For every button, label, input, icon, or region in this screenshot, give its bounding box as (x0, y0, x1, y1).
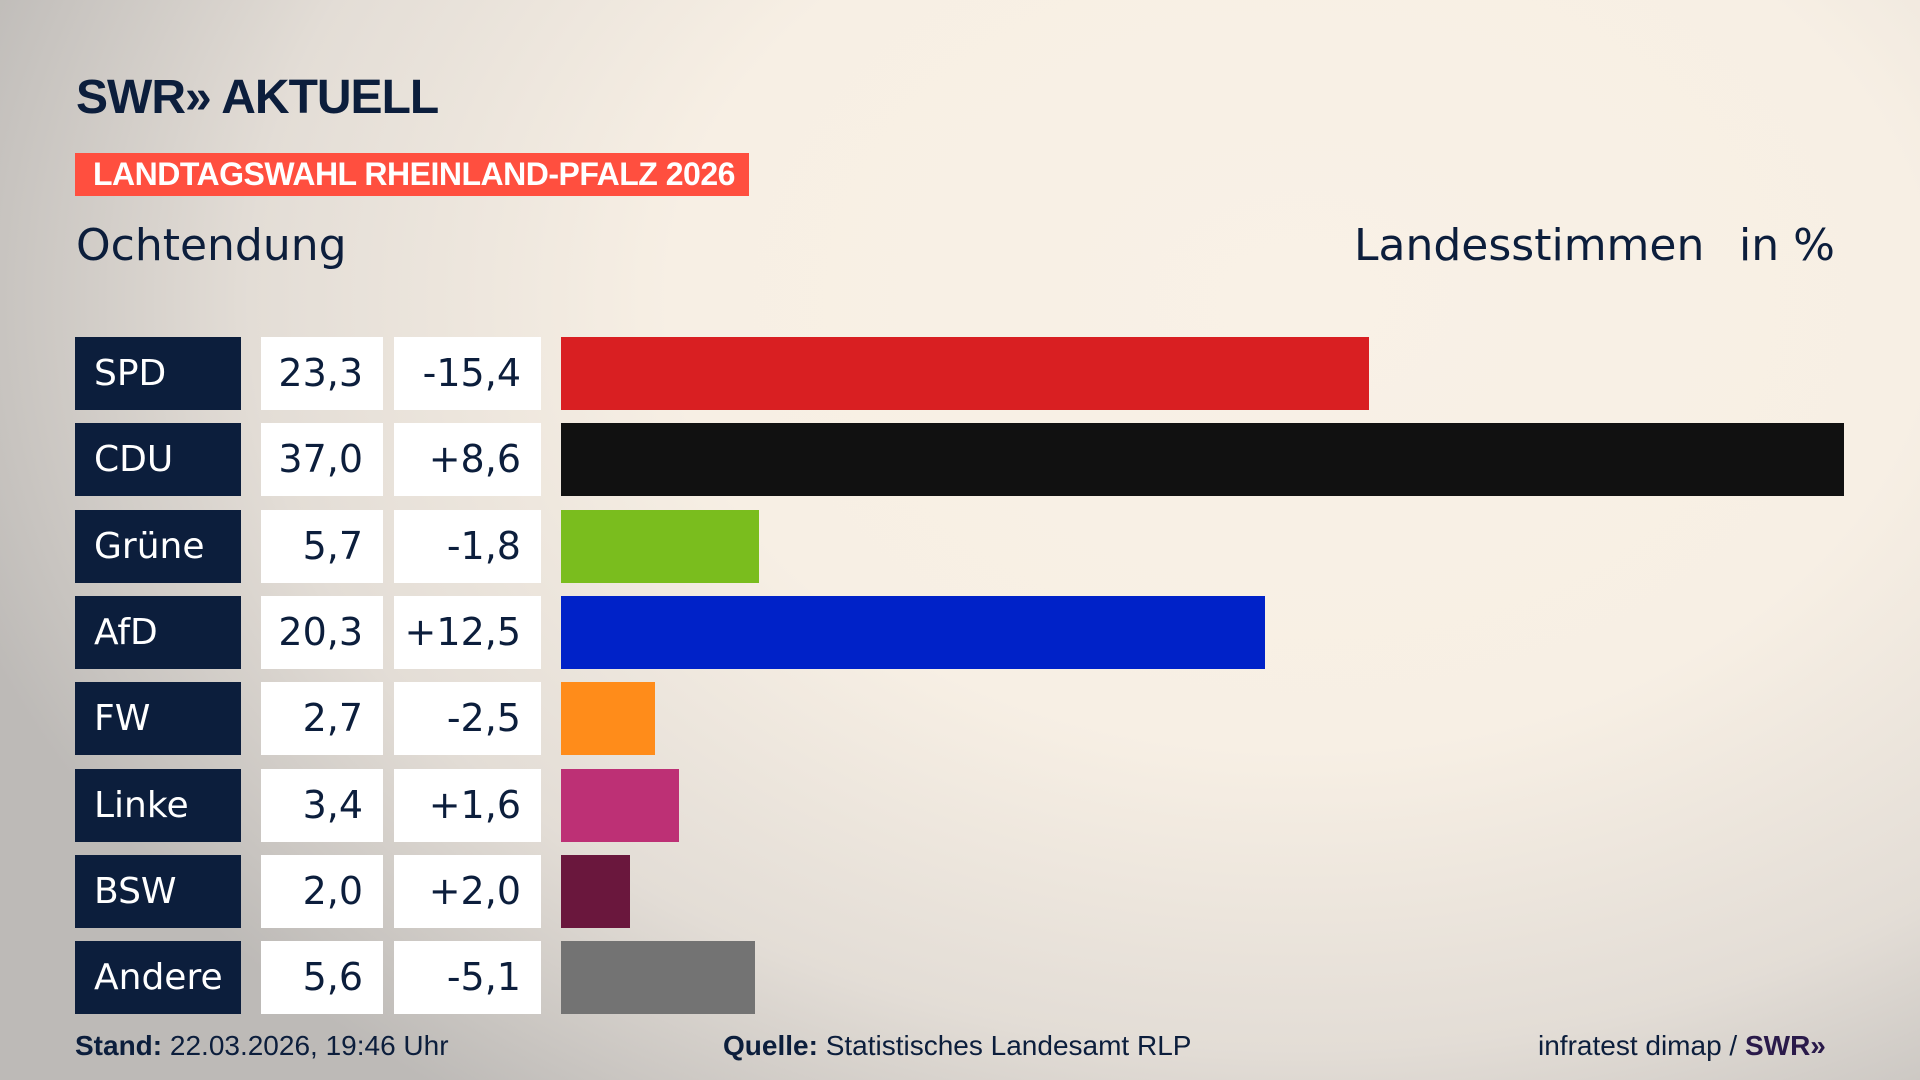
vote-change: +12,5 (394, 595, 541, 669)
bar (561, 941, 756, 1015)
bar (561, 423, 1844, 497)
party-label: Grüne (75, 509, 241, 583)
vote-type-label: Landesstimmen (1354, 220, 1705, 271)
vote-share: 2,7 (261, 682, 383, 756)
party-label: SPD (75, 337, 241, 410)
vote-share: 20,3 (261, 595, 383, 669)
stand-label: Stand: (75, 1030, 163, 1061)
vote-change: -2,5 (394, 682, 541, 756)
vote-share: 37,0 (261, 423, 383, 497)
bar (561, 854, 631, 928)
vote-share: 3,4 (261, 768, 383, 842)
source-value: Statistisches Landesamt RLP (825, 1030, 1192, 1061)
result-row: SPD 23,3 -15,4 (0, 337, 1920, 410)
vote-share: 23,3 (261, 337, 383, 410)
party-label: FW (75, 682, 241, 756)
result-row: Andere 5,6 -5,1 (0, 941, 1920, 1015)
result-row: AfD 20,3 +12,5 (0, 595, 1920, 669)
result-row: CDU 37,0 +8,6 (0, 423, 1920, 497)
swr-logo: SWR» (1744, 1030, 1826, 1061)
party-label: Linke (75, 768, 241, 842)
result-row: Grüne 5,7 -1,8 (0, 509, 1920, 583)
unit-label: in % (1739, 220, 1835, 271)
bar (561, 595, 1265, 669)
credit-text: infratest dimap / (1538, 1030, 1738, 1061)
stand-value: 22.03.2026, 19:46 Uhr (169, 1030, 449, 1061)
vote-change: +1,6 (394, 768, 541, 842)
result-row: FW 2,7 -2,5 (0, 682, 1920, 756)
election-banner: LANDTAGSWAHL RHEINLAND-PFALZ 2026 (75, 153, 749, 196)
vote-change: -5,1 (394, 941, 541, 1015)
bar (561, 768, 679, 842)
bar (561, 509, 759, 583)
swr-aktuell-logo: SWR» AKTUELL (76, 71, 439, 124)
place-title: Ochtendung (76, 220, 347, 271)
party-label: AfD (75, 595, 241, 669)
vote-change: +8,6 (394, 423, 541, 497)
result-row: BSW 2,0 +2,0 (0, 854, 1920, 928)
source: Quelle: Statistisches Landesamt RLP (723, 1030, 1191, 1062)
bar (561, 337, 1369, 410)
result-row: Linke 3,4 +1,6 (0, 768, 1920, 842)
vote-share: 2,0 (261, 854, 383, 928)
vote-share: 5,7 (261, 509, 383, 583)
party-label: CDU (75, 423, 241, 497)
vote-change: -1,8 (394, 509, 541, 583)
credit: infratest dimap / SWR» (1538, 1030, 1826, 1062)
vote-change: -15,4 (394, 337, 541, 410)
source-label: Quelle: (723, 1030, 818, 1061)
party-label: BSW (75, 854, 241, 928)
vote-share: 5,6 (261, 941, 383, 1015)
vote-change: +2,0 (394, 854, 541, 928)
party-label: Andere (75, 941, 241, 1015)
bar (561, 682, 655, 756)
timestamp: Stand: 22.03.2026, 19:46 Uhr (75, 1030, 449, 1062)
